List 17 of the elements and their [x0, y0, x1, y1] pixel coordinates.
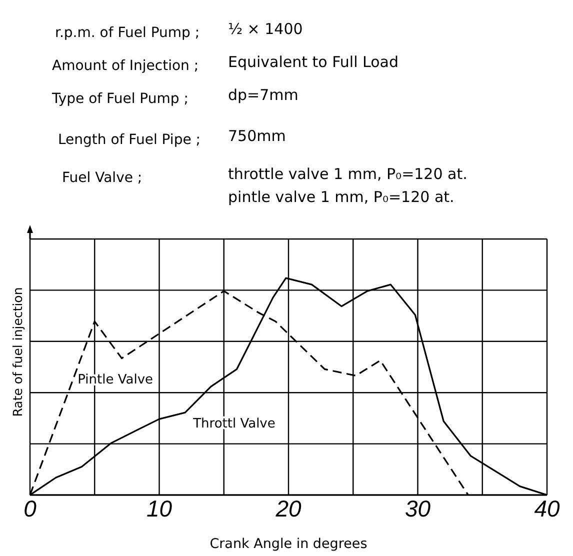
x-tick-label: 40 [534, 495, 560, 522]
text: Amount of Injection ; [52, 58, 199, 74]
x-axis-title: Crank Angle in degrees [210, 536, 368, 552]
x-tick-label: 20 [274, 495, 302, 522]
y-axis-title: Rate of fuel injection [10, 287, 26, 417]
text: Fuel Valve ; [62, 170, 142, 186]
text: 750mm [228, 127, 286, 145]
text: dp=7mm [228, 86, 298, 104]
x-tick-label: 30 [404, 495, 431, 522]
text: r.p.m. of Fuel Pump ; [55, 25, 200, 41]
text: throttle valve 1 mm, P₀=120 at. pintle valve 1 mm, P₀=120 at. [228, 165, 468, 206]
text: Type of Fuel Pump ; [51, 91, 188, 107]
x-tick-label: 10 [146, 495, 172, 522]
text: Length of Fuel Pipe ; [58, 132, 200, 148]
text: ½ × 1400 [228, 20, 303, 38]
text: Equivalent to Full Load [228, 53, 399, 71]
x-tick-label: 0 [24, 495, 37, 522]
